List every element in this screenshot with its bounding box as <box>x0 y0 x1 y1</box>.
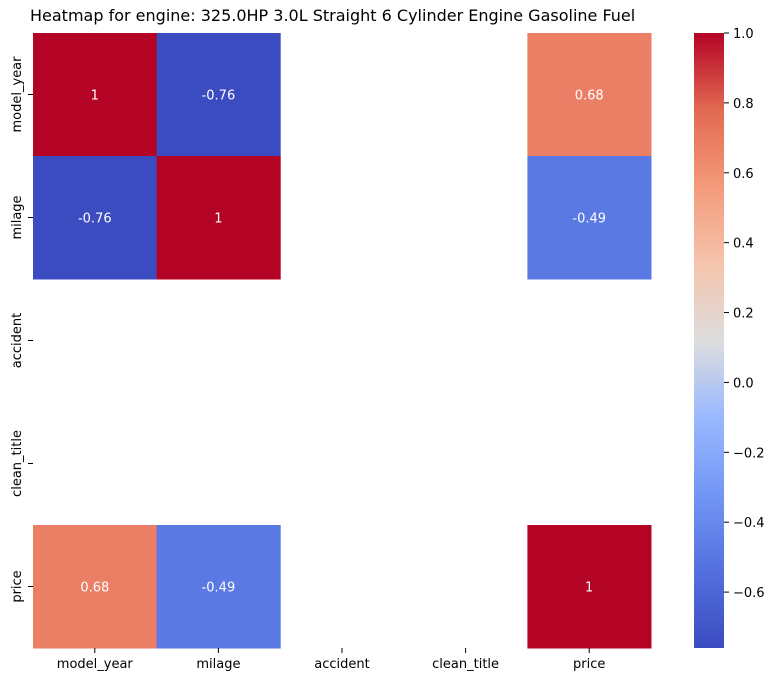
heatmap-cell <box>33 525 158 649</box>
y-tick-label: model_year <box>10 56 25 133</box>
colorbar-tick-label: −0.4 <box>733 516 765 531</box>
cell-annotation: 0.68 <box>80 581 109 596</box>
y-tick-label: price <box>10 570 25 602</box>
x-tick-label: clean_title <box>432 657 499 672</box>
x-tick-label: accident <box>314 657 369 672</box>
colorbar-tick-label: 0.8 <box>733 97 754 112</box>
cell-annotation: -0.49 <box>202 581 236 596</box>
cell-annotations: 1 -0.76 0.68 -0.76 1 -0.49 0.68 -0.49 1 <box>78 89 606 596</box>
heatmap-cell <box>33 33 158 157</box>
heatmap-cell <box>527 525 652 649</box>
cell-annotation: 0.68 <box>575 89 604 104</box>
cell-annotation: 1 <box>91 89 99 104</box>
x-tick-label: model_year <box>57 657 134 672</box>
y-tick-label: milage <box>10 195 25 239</box>
cell-annotation: -0.76 <box>202 89 236 104</box>
colorbar-tick-label: 0.4 <box>733 237 754 252</box>
heatmap-cell <box>156 525 281 649</box>
x-tick-label: milage <box>196 657 240 672</box>
colorbar-tick-label: 0.6 <box>733 167 754 182</box>
x-axis: model_year milage accident clean_title price <box>57 648 605 672</box>
cell-annotation: 1 <box>585 581 593 596</box>
colorbar-gradient <box>694 33 724 648</box>
colorbar-tick-label: 0.2 <box>733 307 754 322</box>
heatmap-cell <box>33 156 158 280</box>
heatmap-cell <box>527 156 652 280</box>
y-tick-label: accident <box>10 313 25 368</box>
heatmap-cell <box>527 33 652 157</box>
colorbar-tick-label: 0.0 <box>733 376 754 391</box>
colorbar: 1.0 0.8 0.6 0.4 0.2 0.0 −0.2 −0.4 −0.6 <box>694 27 765 648</box>
heatmap-cell <box>156 156 281 280</box>
colorbar-tick-label: −0.6 <box>733 586 765 601</box>
cell-annotation: -0.49 <box>572 212 606 227</box>
heatmap-cells <box>33 33 652 649</box>
cell-annotation: -0.76 <box>78 212 112 227</box>
heatmap-cell <box>156 33 281 157</box>
x-tick-label: price <box>573 657 605 672</box>
cell-annotation: 1 <box>214 212 222 227</box>
y-tick-label: clean_title <box>10 430 25 497</box>
colorbar-tick-label: −0.2 <box>733 446 765 461</box>
colorbar-tick-label: 1.0 <box>733 27 754 42</box>
chart-title: Heatmap for engine: 325.0HP 3.0L Straigh… <box>30 6 636 25</box>
